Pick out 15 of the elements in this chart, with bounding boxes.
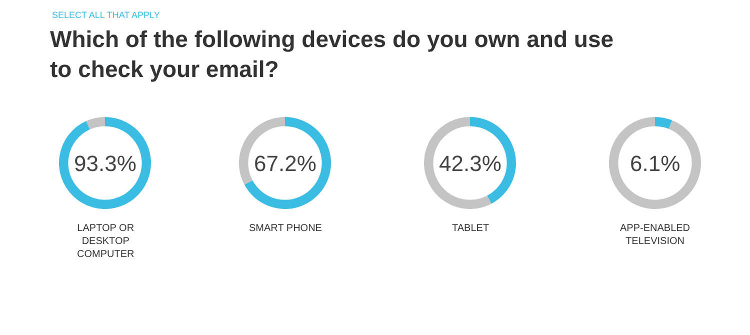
text: SELECT ALL THAT APPLY [52, 10, 160, 20]
donut-slice [244, 117, 331, 209]
text: SMART PHONE [249, 223, 322, 234]
donut-slice [59, 117, 151, 209]
data-label: 42.3% [439, 151, 502, 176]
text: APP-ENABLED TELEVISION [620, 223, 690, 247]
donut-slice [655, 117, 672, 129]
data-label: 6.1% [630, 151, 680, 176]
donut-slice [609, 117, 701, 209]
text: Which of the following devices do you own and use to check your email? [50, 26, 614, 82]
text: LAPTOP OR DESKTOP COMPUTER [77, 223, 134, 260]
donut-slice [86, 117, 105, 130]
text: TABLET [452, 223, 490, 234]
data-label: 93.3% [74, 151, 136, 176]
data-label: 67.2% [254, 151, 316, 176]
